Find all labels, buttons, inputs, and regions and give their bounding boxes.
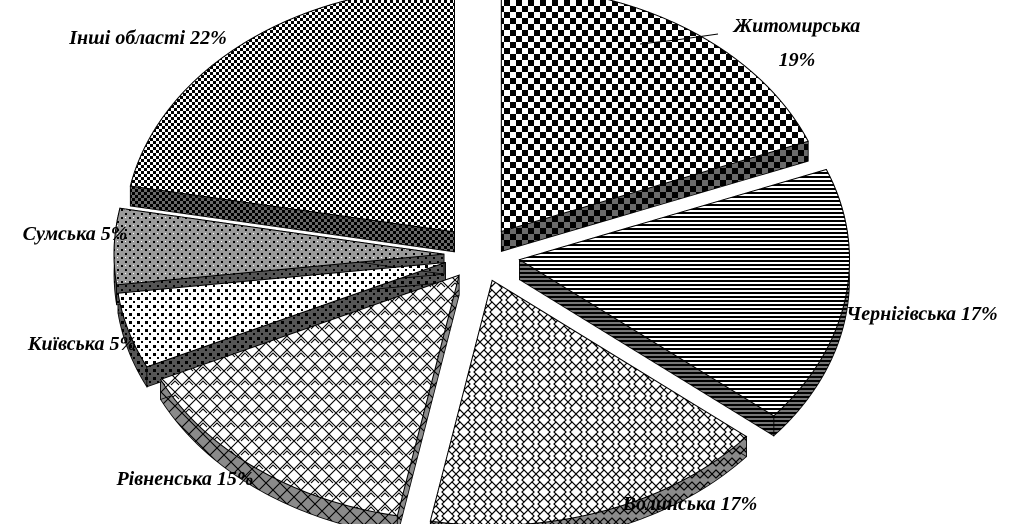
pie-slice-7 [129, 0, 456, 233]
slice-label-5: Київська 5% [27, 333, 136, 355]
slice-label-value-1: 19% [779, 49, 816, 71]
slice-label-6: Сумська 5% [23, 223, 128, 245]
pie-slice-5 [117, 262, 446, 368]
pie-slice-2 [518, 168, 850, 417]
pie-slice-4 [159, 274, 460, 517]
label-leader-line-1 [639, 33, 719, 45]
slice-label-3: Волинська 17% [622, 493, 758, 515]
pie-labels: Житомирська 19% Чернігівська 17% Волинська … [23, 15, 998, 515]
pie-slices [113, 0, 850, 524]
pie-slice-3 [429, 279, 748, 524]
pie-slice-6 [113, 207, 445, 286]
slice-label-2: Чернігівська 17% [846, 303, 997, 325]
slice-label-name-1: Житомирська [732, 15, 861, 37]
slice-label-4: Рівненська 15% [115, 468, 253, 490]
pie-slice-1 [500, 0, 809, 233]
slice-label-7: Інші області 22% [68, 27, 227, 49]
